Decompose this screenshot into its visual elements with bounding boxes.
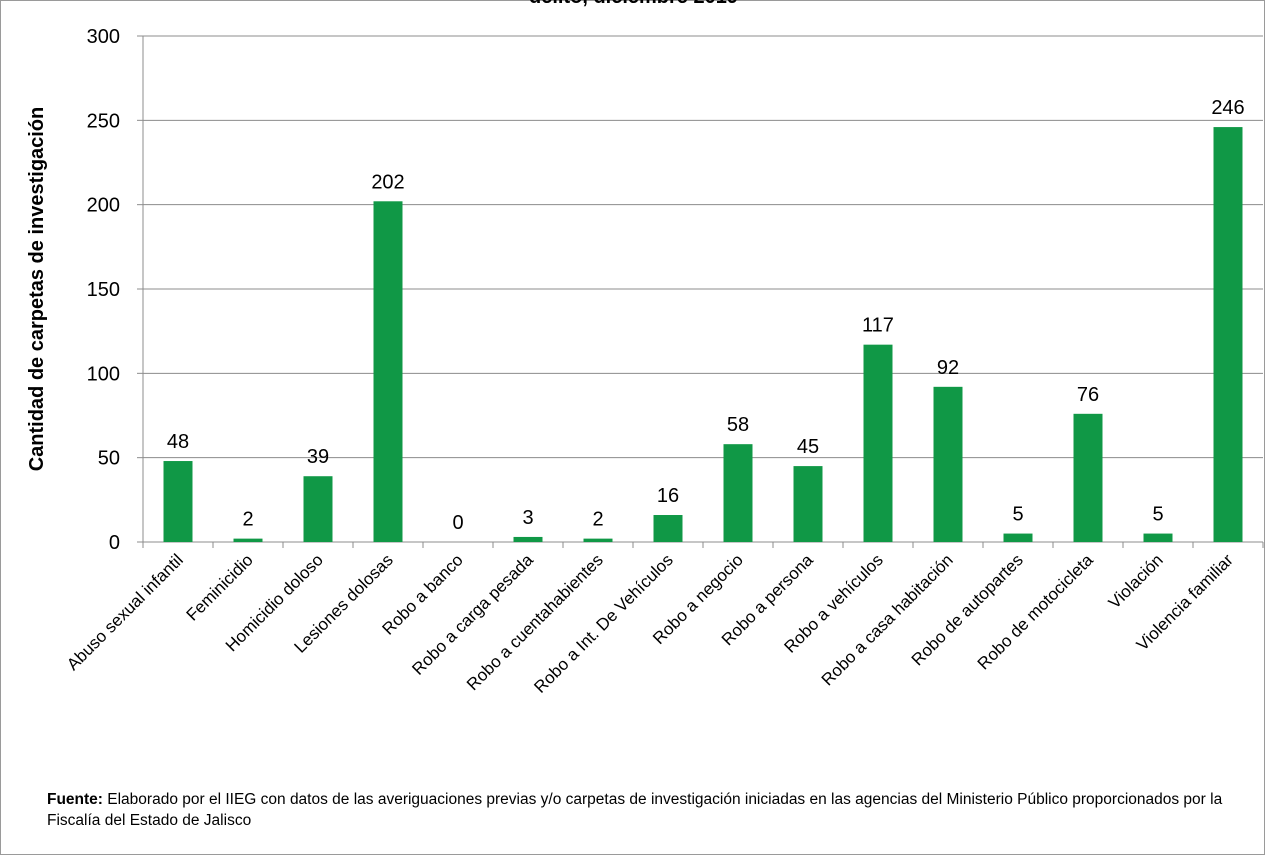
- bar: [1003, 533, 1033, 542]
- y-tick-label: 100: [87, 363, 120, 385]
- data-label: 246: [1211, 97, 1244, 119]
- bar: [373, 201, 403, 542]
- data-label: 39: [307, 446, 329, 468]
- y-tick-label: 300: [87, 26, 120, 48]
- data-label: 5: [1152, 504, 1163, 526]
- category-label: Abuso sexual infantil: [63, 550, 187, 674]
- category-label: Robo a casa habitación: [818, 550, 957, 689]
- bar: [863, 344, 893, 542]
- category-label: Robo a Int. De Vehículos: [530, 550, 676, 696]
- chart-title: delito, diciembre 2019: [0, 0, 1267, 9]
- data-label: 5: [1012, 504, 1023, 526]
- category-label: Robo a carga pesada: [408, 550, 537, 679]
- bar: [653, 515, 683, 542]
- bar: [233, 538, 263, 542]
- bar: [163, 461, 193, 542]
- data-label: 45: [797, 436, 819, 458]
- data-label: 16: [657, 485, 679, 507]
- category-label: Robo a cuentahabientes: [463, 550, 607, 694]
- bar: [933, 386, 963, 542]
- y-tick-label: 50: [98, 448, 120, 470]
- data-label: 58: [727, 414, 749, 436]
- data-label: 76: [1077, 384, 1099, 406]
- category-label: Robo de motocicleta: [974, 550, 1097, 673]
- source-note: Fuente: Elaborado por el IIEG con datos …: [47, 789, 1247, 831]
- source-label: Fuente:: [47, 791, 103, 808]
- bar: [723, 444, 753, 542]
- data-label: 117: [862, 315, 894, 337]
- source-text: Elaborado por el IIEG con datos de las a…: [47, 791, 1223, 829]
- bar: [513, 536, 543, 542]
- bar: [1213, 127, 1243, 542]
- data-label: 92: [937, 357, 959, 379]
- data-label: 0: [452, 512, 463, 534]
- category-label: Feminicidio: [183, 550, 257, 624]
- y-tick-label: 150: [87, 279, 120, 301]
- bar: [1143, 533, 1173, 542]
- y-tick-label: 250: [87, 110, 120, 132]
- y-axis-title: Cantidad de carpetas de investigación: [26, 107, 48, 472]
- y-tick-label: 200: [87, 195, 120, 217]
- bar: [583, 538, 613, 542]
- bar: [1073, 413, 1103, 542]
- data-label: 2: [242, 509, 253, 531]
- category-label: Violación: [1105, 550, 1167, 612]
- bar: [793, 466, 823, 542]
- data-label: 3: [522, 507, 533, 529]
- y-tick-label: 0: [109, 532, 120, 554]
- bar: [303, 476, 333, 542]
- data-label: 2: [592, 509, 603, 531]
- data-label: 202: [371, 171, 404, 193]
- data-label: 48: [167, 431, 189, 453]
